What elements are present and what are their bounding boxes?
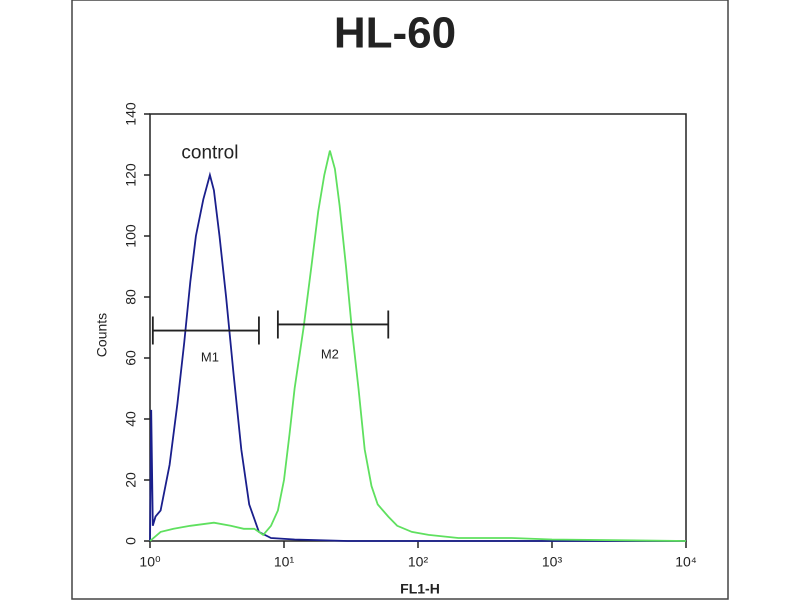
y-tick-label: 140 [123, 102, 139, 126]
plot-area [149, 113, 687, 542]
gate-label: M1 [201, 349, 219, 364]
chart-title: HL-60 [334, 9, 456, 58]
x-tick-label: 10² [408, 554, 429, 570]
gate-marker [276, 310, 390, 339]
frame [71, 0, 729, 600]
series-line [149, 171, 686, 542]
y-tick-label: 20 [123, 472, 139, 488]
gate-label: M2 [321, 346, 339, 361]
y-tick-label: 120 [123, 163, 139, 187]
y-tick-label: 80 [123, 289, 139, 305]
y-tick-label: 0 [123, 537, 139, 545]
y-tick-label: 100 [123, 224, 139, 248]
y-tick-label: 40 [123, 411, 139, 427]
x-tick-label: 10⁰ [139, 554, 161, 570]
annotation: control [181, 143, 238, 164]
gate-marker [151, 316, 260, 345]
series-line [149, 150, 687, 542]
y-axis-label: Counts [94, 313, 110, 357]
y-tick-label: 60 [123, 350, 139, 366]
x-axis-label: FL1-H [400, 581, 440, 597]
x-tick-label: 10¹ [274, 554, 295, 570]
x-tick-label: 10³ [542, 554, 563, 570]
x-tick-label: 10⁴ [675, 554, 697, 570]
